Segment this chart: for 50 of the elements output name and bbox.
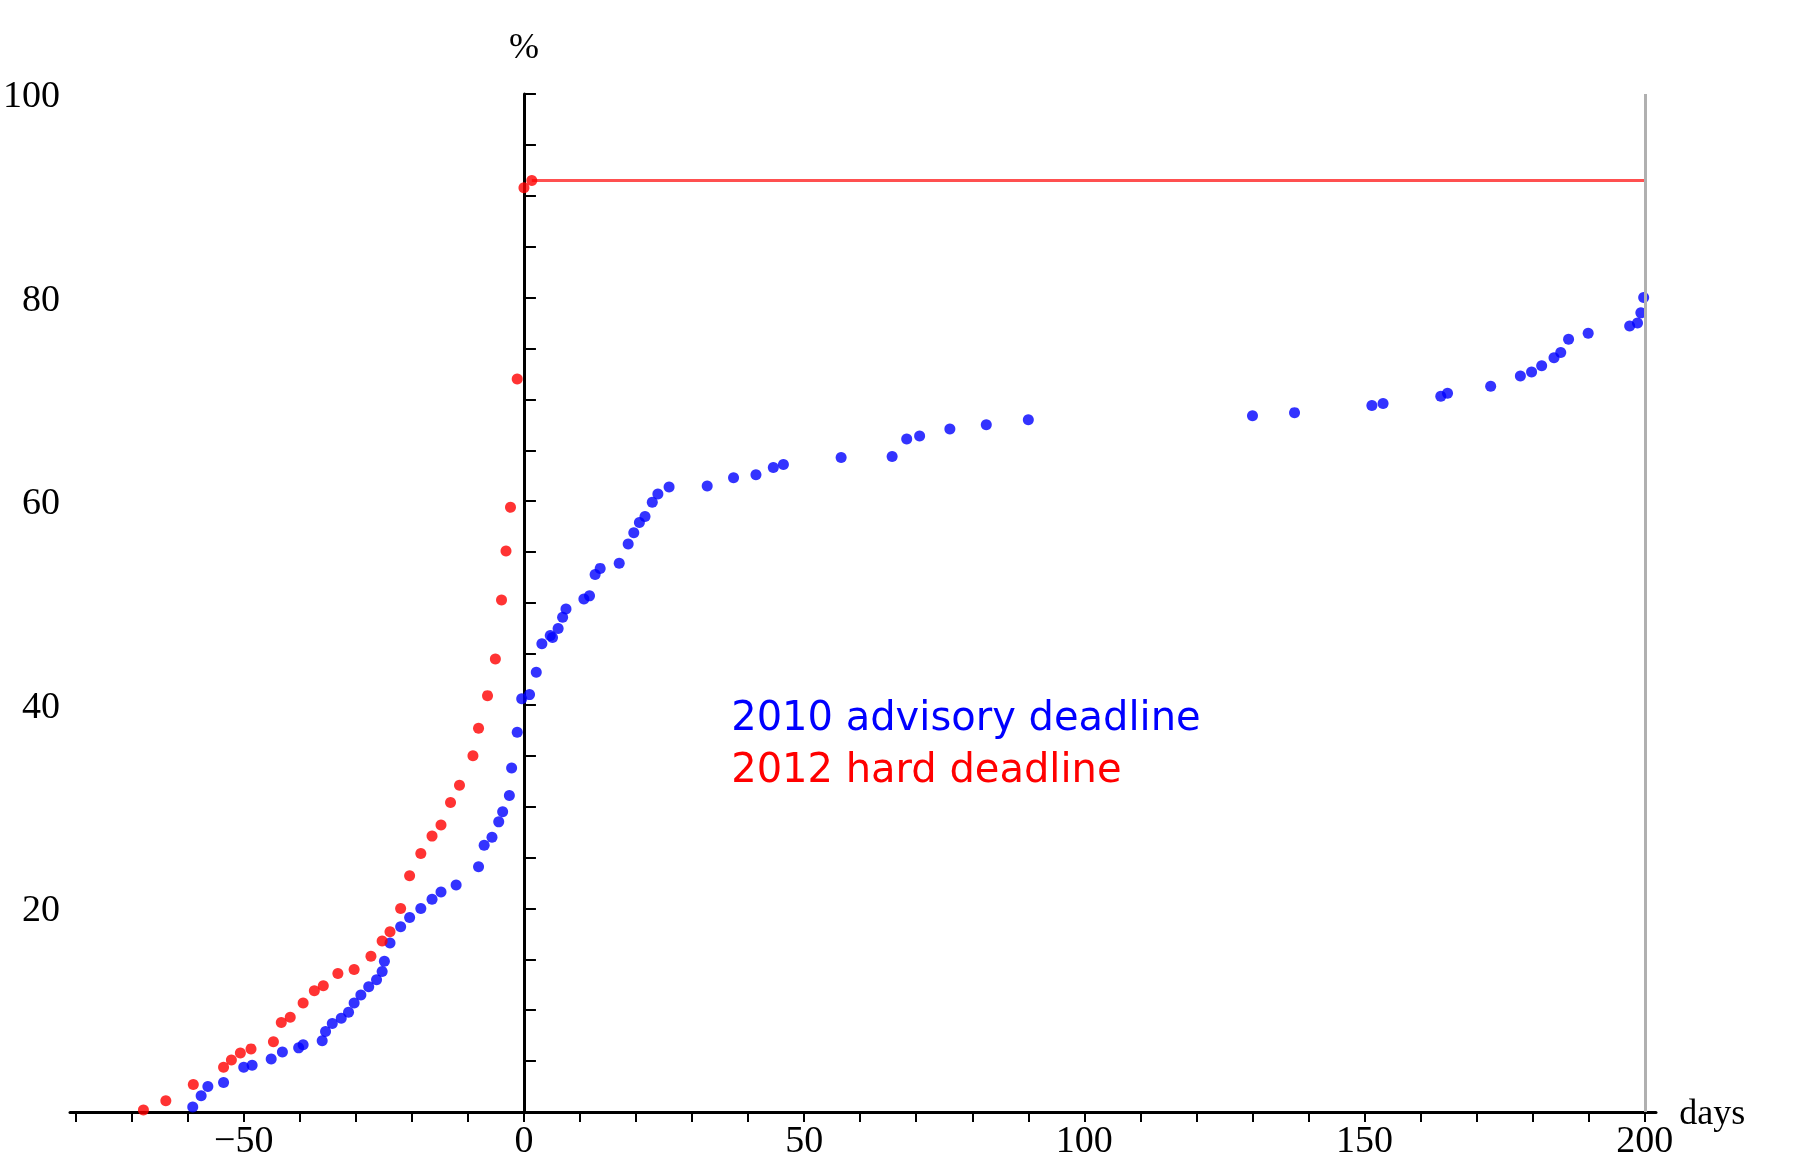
point	[500, 545, 512, 557]
point	[426, 830, 438, 842]
point	[415, 847, 427, 859]
point	[187, 1079, 199, 1091]
point	[435, 819, 447, 831]
point	[511, 373, 523, 385]
point	[376, 935, 388, 947]
point	[365, 950, 377, 962]
point	[160, 1095, 172, 1107]
x-tick-label: 50	[785, 1118, 824, 1160]
x-tick-label: 0	[514, 1118, 534, 1160]
point	[404, 870, 416, 882]
x-axis-title: days	[1679, 1092, 1746, 1132]
y-axis-title: %	[508, 26, 539, 66]
y-tick-label: 20	[22, 887, 60, 930]
point	[245, 1043, 257, 1055]
point	[518, 182, 530, 194]
point	[505, 501, 516, 513]
text: 2010 advisory deadline	[731, 692, 1201, 739]
y-tick-label: 40	[22, 683, 60, 726]
point	[384, 926, 396, 938]
text: 2012 hard deadline	[731, 744, 1122, 791]
y-tick-label: 80	[22, 276, 60, 319]
point	[467, 750, 479, 762]
point	[234, 1047, 246, 1059]
point	[489, 653, 501, 665]
point	[317, 980, 329, 992]
point	[496, 594, 508, 606]
point	[137, 1104, 149, 1116]
point	[482, 690, 494, 702]
x-tick-label: 200	[1616, 1118, 1674, 1160]
x-tick-label: 100	[1055, 1118, 1113, 1160]
y-tick-label: 100	[3, 73, 60, 115]
y-tick-label: 60	[22, 480, 60, 523]
point	[445, 797, 457, 809]
point	[332, 968, 344, 980]
point	[267, 1036, 279, 1048]
x-tick-label: −50	[214, 1118, 274, 1160]
x-tick-label: 150	[1336, 1118, 1394, 1160]
point	[526, 175, 538, 187]
point	[218, 1061, 230, 1073]
point	[225, 1054, 237, 1066]
point	[284, 1011, 296, 1023]
point	[473, 722, 485, 734]
point	[348, 963, 360, 975]
point	[297, 997, 309, 1009]
point	[308, 985, 320, 997]
point	[454, 779, 465, 791]
point	[275, 1016, 287, 1028]
point	[395, 902, 407, 914]
